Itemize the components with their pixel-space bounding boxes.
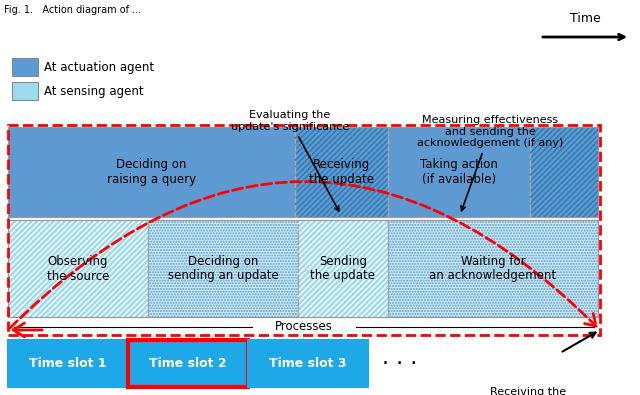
Text: At sensing agent: At sensing agent	[44, 85, 143, 98]
Text: Time slot 3: Time slot 3	[269, 357, 347, 370]
Bar	[8, 127, 598, 217]
Bar	[248, 340, 368, 387]
Bar	[8, 220, 148, 317]
Text: Observing
the source: Observing the source	[47, 254, 109, 282]
Bar	[148, 220, 298, 317]
Text: Deciding on
sending an update: Deciding on sending an update	[168, 254, 278, 282]
Text: Receiving
the update: Receiving the update	[309, 158, 374, 186]
Text: Measuring effectiveness
and sending the
acknowledgement (if any): Measuring effectiveness and sending the …	[417, 115, 563, 211]
Bar	[8, 127, 295, 217]
Text: Fig. 1.   Action diagram of ...: Fig. 1. Action diagram of ...	[4, 5, 141, 15]
Bar	[295, 127, 388, 217]
Bar	[530, 127, 598, 217]
Bar	[8, 125, 600, 335]
Bar	[8, 127, 295, 217]
Bar	[388, 127, 530, 217]
Bar	[12, 82, 38, 100]
Bar	[530, 127, 598, 217]
Text: Sending
the update: Sending the update	[310, 254, 376, 282]
Text: Waiting for
an acknowledgement: Waiting for an acknowledgement	[429, 254, 557, 282]
Text: Deciding on
raising a query: Deciding on raising a query	[107, 158, 196, 186]
Text: Evaluating the
update's significance: Evaluating the update's significance	[231, 110, 349, 211]
FancyArrowPatch shape	[10, 182, 596, 328]
Bar	[8, 340, 128, 387]
Bar	[298, 220, 388, 317]
Text: Time slot 1: Time slot 1	[29, 357, 107, 370]
Bar	[295, 127, 388, 217]
Text: Time: Time	[570, 12, 600, 25]
Bar	[128, 340, 248, 387]
Text: Taking action
(if available): Taking action (if available)	[420, 158, 498, 186]
Bar	[12, 58, 38, 76]
Bar	[8, 220, 148, 317]
Bar	[388, 220, 598, 317]
Bar	[388, 127, 530, 217]
Text: Processes: Processes	[275, 320, 333, 333]
Bar	[148, 220, 298, 317]
Bar	[8, 220, 598, 317]
Text: Time slot 2: Time slot 2	[149, 357, 227, 370]
Bar	[388, 220, 598, 317]
Bar	[298, 220, 388, 317]
Text: At actuation agent: At actuation agent	[44, 60, 154, 73]
Text: · · ·: · · ·	[382, 354, 418, 374]
FancyArrowPatch shape	[13, 323, 42, 337]
Text: Receiving the
acknowledgement: Receiving the acknowledgement	[490, 387, 593, 395]
